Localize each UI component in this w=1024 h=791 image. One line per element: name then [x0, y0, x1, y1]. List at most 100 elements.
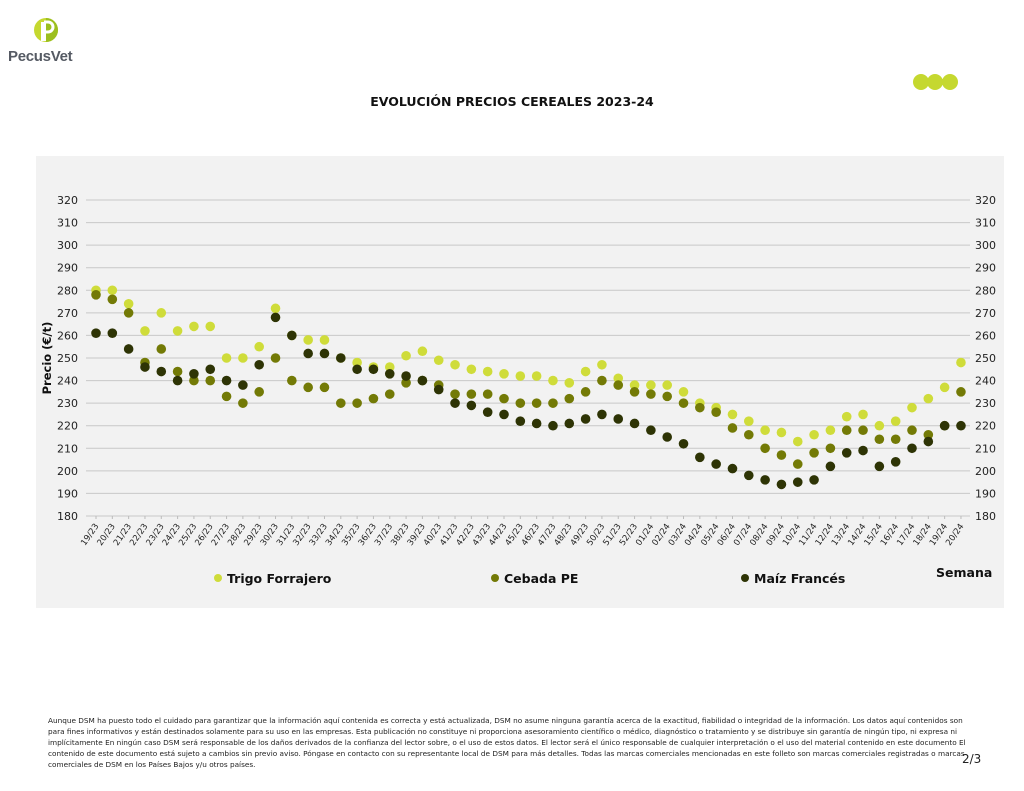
data-point-trigo	[238, 353, 248, 363]
data-point-trigo	[727, 409, 738, 420]
data-point-maiz	[319, 348, 330, 359]
data-point-cebada	[580, 387, 591, 397]
data-point-maiz	[744, 470, 754, 481]
data-point-trigo	[417, 346, 428, 357]
data-point-trigo	[597, 359, 607, 370]
data-point-cebada	[91, 290, 101, 300]
y-tick-label-right: 240	[975, 375, 996, 388]
data-point-cebada	[450, 389, 460, 399]
data-point-maiz	[548, 420, 558, 431]
y-tick-label-right: 210	[975, 442, 996, 455]
brand-name: PecusVet	[8, 48, 73, 65]
data-point-trigo	[270, 303, 281, 314]
brand-dots-icon	[913, 74, 958, 90]
data-point-cebada	[319, 382, 330, 393]
y-axis-title: Precio (€/t)	[40, 322, 54, 395]
data-point-maiz	[662, 432, 672, 442]
y-tick-label-right: 270	[975, 307, 996, 320]
y-tick-label-right: 290	[975, 262, 996, 275]
data-point-maiz	[907, 443, 917, 454]
legend-label-maiz: Maíz Francés	[754, 571, 845, 586]
data-point-cebada	[727, 423, 738, 433]
data-point-cebada	[956, 387, 966, 397]
data-point-cebada	[564, 393, 575, 404]
data-point-cebada	[172, 366, 183, 377]
data-point-maiz	[531, 418, 542, 429]
data-point-trigo	[907, 402, 917, 413]
data-point-trigo	[172, 326, 183, 336]
data-point-trigo	[254, 341, 264, 352]
data-point-trigo	[564, 378, 575, 388]
data-point-cebada	[270, 353, 281, 363]
data-point-maiz	[499, 409, 509, 420]
data-point-maiz	[433, 384, 444, 395]
y-tick-label-left: 250	[57, 352, 78, 365]
data-point-maiz	[858, 445, 868, 456]
data-point-trigo	[629, 380, 640, 390]
y-tick-label-right: 260	[975, 329, 996, 342]
data-point-maiz	[678, 438, 689, 449]
data-point-trigo	[825, 425, 836, 436]
data-point-trigo	[107, 285, 118, 296]
data-point-cebada	[205, 375, 216, 386]
data-point-maiz	[466, 400, 477, 411]
pecusvet-logo-icon	[34, 18, 58, 42]
data-point-maiz	[890, 457, 901, 467]
data-point-trigo	[939, 382, 950, 393]
data-point-trigo	[874, 420, 885, 431]
data-point-maiz	[841, 448, 852, 458]
y-tick-label-left: 240	[57, 375, 78, 388]
data-point-trigo	[384, 362, 395, 372]
y-tick-label-left: 200	[57, 465, 78, 478]
data-point-cebada	[548, 398, 558, 408]
data-point-cebada	[221, 391, 232, 402]
data-point-maiz	[336, 353, 346, 363]
legend-label-trigo: Trigo Forrajero	[227, 571, 332, 586]
y-tick-label-left: 260	[57, 329, 78, 342]
data-point-trigo	[352, 357, 362, 368]
data-point-maiz	[140, 362, 150, 372]
data-point-trigo	[678, 387, 689, 397]
data-point-trigo	[744, 416, 754, 427]
y-tick-label-left: 220	[57, 420, 78, 433]
data-point-cebada	[841, 425, 852, 436]
data-point-cebada	[792, 459, 803, 469]
data-point-cebada	[858, 425, 868, 436]
y-tick-label-right: 180	[975, 510, 996, 523]
data-point-maiz	[303, 348, 313, 359]
data-point-trigo	[858, 409, 868, 420]
data-point-cebada	[303, 382, 313, 393]
data-point-cebada	[646, 389, 656, 399]
data-point-trigo	[923, 393, 934, 404]
data-point-maiz	[221, 375, 232, 386]
data-point-trigo	[548, 375, 558, 386]
disclaimer-text: Aunque DSM ha puesto todo el cuidado par…	[48, 716, 966, 769]
data-point-maiz	[368, 364, 379, 375]
data-point-maiz	[401, 371, 411, 381]
data-point-cebada	[874, 434, 885, 445]
data-point-maiz	[695, 452, 705, 463]
data-point-trigo	[156, 308, 167, 318]
data-point-maiz	[482, 407, 493, 417]
data-point-maiz	[270, 312, 281, 323]
data-point-trigo	[401, 350, 411, 361]
data-point-cebada	[336, 398, 346, 408]
data-point-trigo	[515, 371, 526, 381]
data-point-trigo	[433, 355, 444, 366]
y-tick-label-left: 190	[57, 487, 78, 500]
data-point-trigo	[531, 371, 542, 381]
data-point-trigo	[662, 380, 672, 390]
data-point-cebada	[678, 398, 689, 408]
data-point-trigo	[189, 321, 199, 332]
legend-marker-cebada	[491, 574, 499, 582]
data-point-maiz	[254, 359, 264, 370]
y-tick-label-left: 230	[57, 397, 78, 410]
data-point-cebada	[695, 402, 705, 413]
data-point-cebada	[531, 398, 542, 408]
y-tick-label-left: 180	[57, 510, 78, 523]
data-point-trigo	[466, 364, 477, 375]
data-point-cebada	[776, 450, 787, 460]
data-point-cebada	[760, 443, 770, 454]
data-point-trigo	[646, 380, 656, 390]
y-tick-label-right: 310	[975, 217, 996, 230]
